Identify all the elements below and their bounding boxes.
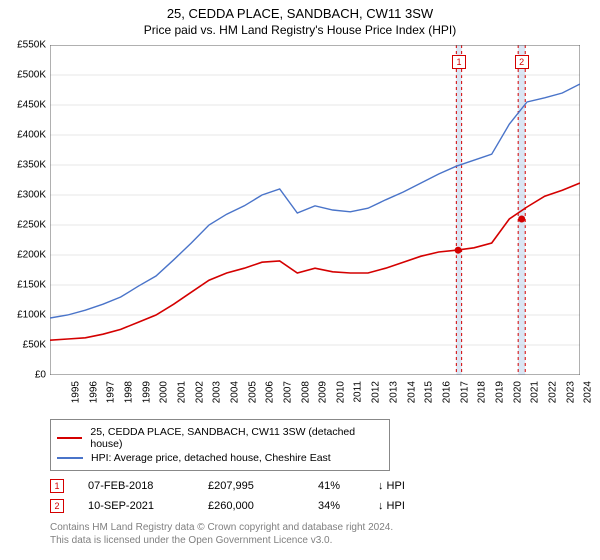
legend-label: 25, CEDDA PLACE, SANDBACH, CW11 3SW (det… [90,426,383,450]
x-axis-label: 2005 [247,381,258,403]
marker-hpi-delta: ↓ HPI [378,480,438,492]
chart-container: £0£50K£100K£150K£200K£250K£300K£350K£400… [50,45,580,375]
footer-line-2: This data is licensed under the Open Gov… [50,534,600,547]
y-axis-label: £300K [17,190,46,201]
legend: 25, CEDDA PLACE, SANDBACH, CW11 3SW (det… [50,419,390,471]
x-axis-label: 2016 [441,381,452,403]
x-axis-label: 1999 [141,381,152,403]
x-axis-label: 2022 [547,381,558,403]
x-axis-label: 2004 [229,381,240,403]
marker-price: £260,000 [208,500,318,512]
line-chart [50,45,580,375]
chart-annotation-1: 1 [452,55,466,69]
y-axis-label: £500K [17,70,46,81]
x-axis-label: 2010 [335,381,346,403]
marker-row: 1 07-FEB-2018£207,99541%↓ HPI [50,479,600,493]
legend-item: HPI: Average price, detached house, Ches… [57,452,383,464]
y-axis-label: £450K [17,100,46,111]
marker-price: £207,995 [208,480,318,492]
y-axis-label: £250K [17,220,46,231]
legend-swatch [57,457,83,459]
marker-table: 1 07-FEB-2018£207,99541%↓ HPI 2 10-SEP-2021… [50,479,600,513]
x-axis-label: 2023 [565,381,576,403]
x-axis-label: 2015 [424,381,435,403]
x-axis-label: 2009 [318,381,329,403]
x-axis-label: 2013 [388,381,399,403]
footer-line-1: Contains HM Land Registry data © Crown c… [50,521,600,534]
x-axis-label: 2007 [282,381,293,403]
marker-pct: 41% [318,480,378,492]
footer-attribution: Contains HM Land Registry data © Crown c… [50,521,600,547]
x-axis-label: 2018 [477,381,488,403]
x-axis-label: 1995 [70,381,81,403]
x-axis-label: 1997 [106,381,117,403]
legend-item: 25, CEDDA PLACE, SANDBACH, CW11 3SW (det… [57,426,383,450]
x-axis-label: 2011 [352,381,363,403]
marker-date: 10-SEP-2021 [88,500,208,512]
x-axis-label: 2000 [159,381,170,403]
x-axis-label: 2008 [300,381,311,403]
x-axis-label: 1996 [88,381,99,403]
y-axis-label: £50K [23,340,46,351]
x-axis-label: 2024 [583,381,594,403]
marker-row: 2 10-SEP-2021£260,00034%↓ HPI [50,499,600,513]
x-axis-label: 2012 [371,381,382,403]
marker-hpi-delta: ↓ HPI [378,500,438,512]
y-axis-label: £400K [17,130,46,141]
x-axis-label: 2003 [212,381,223,403]
x-axis-label: 2001 [176,381,187,403]
y-axis-label: £0 [35,370,46,381]
page-title: 25, CEDDA PLACE, SANDBACH, CW11 3SW [0,6,600,21]
legend-swatch [57,437,82,439]
chart-annotation-2: 2 [515,55,529,69]
page-subtitle: Price paid vs. HM Land Registry's House … [0,23,600,37]
marker-number-box: 1 [50,479,64,493]
x-axis-label: 2006 [265,381,276,403]
x-axis-label: 2020 [512,381,523,403]
y-axis-label: £350K [17,160,46,171]
marker-pct: 34% [318,500,378,512]
marker-date: 07-FEB-2018 [88,480,208,492]
x-axis-label: 2002 [194,381,205,403]
y-axis-label: £550K [17,40,46,51]
legend-label: HPI: Average price, detached house, Ches… [91,452,331,464]
x-axis-label: 2019 [494,381,505,403]
y-axis-label: £100K [17,310,46,321]
marker-number-box: 2 [50,499,64,513]
x-axis-label: 2021 [530,381,541,403]
x-axis-label: 1998 [123,381,134,403]
y-axis-label: £150K [17,280,46,291]
y-axis-label: £200K [17,250,46,261]
x-axis-label: 2017 [459,381,470,403]
x-axis-label: 2014 [406,381,417,403]
